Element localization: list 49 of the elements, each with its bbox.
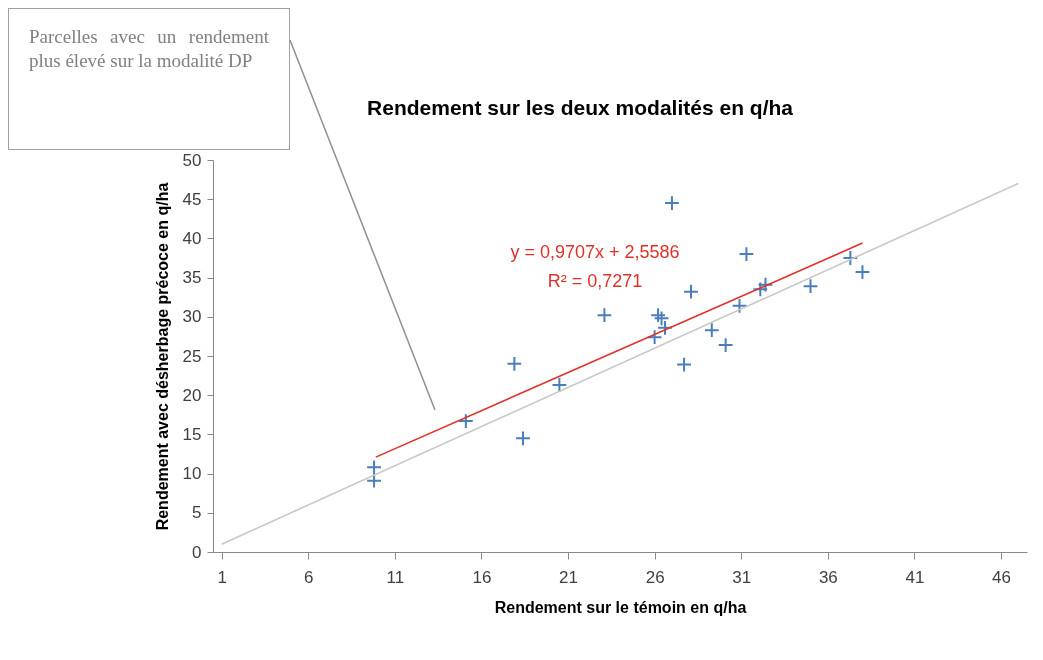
x-tick-label: 26	[645, 567, 665, 587]
point	[802, 278, 819, 295]
x-tick-label: 36	[818, 567, 838, 587]
x-tick-label: 1	[217, 567, 227, 587]
y-tick-label: 30	[182, 307, 202, 327]
x-tick-label: 41	[905, 567, 925, 587]
point	[366, 459, 382, 476]
point	[551, 377, 568, 393]
x-tick-label: 21	[559, 567, 578, 587]
x-tick-label: 46	[992, 567, 1011, 587]
text: Parcelles avec un rendement plus élevé sur la modalité DP	[8, 8, 290, 150]
point	[703, 322, 720, 339]
point	[731, 297, 748, 314]
point	[657, 319, 673, 336]
y-tick-label: 5	[192, 503, 202, 523]
point	[842, 250, 859, 266]
y-tick-label: 40	[182, 228, 202, 248]
point	[676, 356, 692, 373]
annotation: R² = 0,7271	[546, 270, 644, 293]
annotation: y = 0,9707x + 2,5586	[509, 241, 681, 264]
point	[653, 310, 670, 327]
x-tick-label: 16	[472, 567, 492, 587]
point	[717, 337, 734, 353]
y-tick-label: 20	[182, 385, 202, 405]
chart-title: Rendement sur les deux modalités en q/ha	[367, 96, 794, 119]
point	[683, 283, 699, 300]
point	[738, 246, 755, 262]
point	[650, 307, 666, 324]
y-tick-label: 25	[182, 346, 202, 366]
point	[457, 413, 474, 429]
point	[506, 355, 523, 372]
y-tick-label: 0	[192, 542, 202, 562]
point	[752, 281, 769, 298]
point	[664, 195, 680, 212]
point	[596, 307, 613, 324]
x-tick-label: 11	[386, 567, 405, 587]
y-tick-label: 15	[182, 424, 202, 444]
y-axis-title: Rendement avec désherbage précoce en q/ha	[153, 182, 171, 531]
point	[757, 276, 774, 293]
y-tick-label: 10	[182, 464, 202, 484]
x-axis-title: Rendement sur le témoin en q/ha	[494, 598, 747, 616]
x-tick-label: 31	[732, 567, 752, 587]
y-tick-label: 45	[182, 189, 202, 209]
x-tick-label: 6	[304, 567, 314, 587]
point	[366, 472, 382, 489]
y-tick-label: 35	[182, 268, 202, 288]
point	[854, 264, 871, 280]
y-tick-label: 50	[182, 150, 202, 170]
point	[515, 430, 531, 447]
